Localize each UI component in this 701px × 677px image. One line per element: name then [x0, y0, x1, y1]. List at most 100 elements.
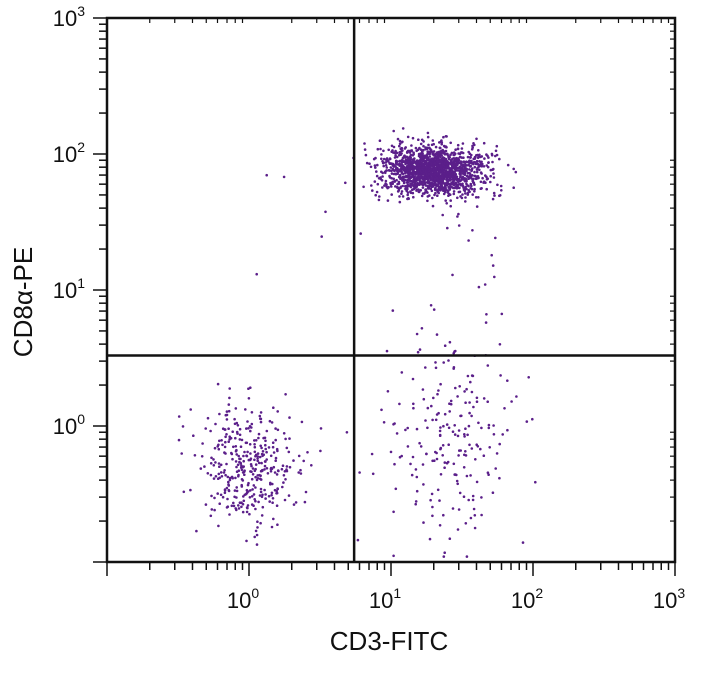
data-point — [475, 137, 478, 141]
data-point — [371, 472, 375, 476]
data-point — [491, 160, 494, 164]
data-point — [420, 194, 424, 198]
data-point — [457, 158, 461, 162]
data-point — [442, 555, 446, 558]
data-point — [235, 470, 239, 474]
data-point — [417, 159, 421, 163]
data-point — [415, 176, 419, 179]
data-point — [462, 186, 465, 189]
data-point — [345, 431, 349, 434]
data-point — [406, 183, 410, 187]
data-point — [249, 429, 252, 433]
data-point — [256, 477, 260, 480]
data-point — [421, 175, 424, 179]
data-point — [458, 491, 462, 495]
data-point — [209, 462, 213, 465]
data-point — [269, 470, 273, 473]
data-point — [471, 167, 474, 170]
data-point — [456, 196, 459, 200]
data-point — [415, 475, 419, 479]
x-tick-label-exponent: 1 — [393, 585, 401, 601]
data-point — [454, 169, 458, 172]
data-point — [259, 487, 263, 491]
x-axis-title: CD3-FITC — [330, 626, 448, 656]
data-point — [370, 452, 374, 456]
data-point — [440, 159, 443, 163]
data-point — [397, 153, 401, 157]
data-point — [385, 158, 388, 161]
data-point — [448, 340, 452, 344]
data-point — [299, 472, 303, 475]
data-point — [251, 467, 255, 470]
data-point — [380, 170, 383, 174]
data-point — [453, 433, 457, 436]
data-point — [454, 181, 458, 185]
data-point — [514, 170, 518, 174]
data-point — [227, 440, 230, 444]
data-point — [475, 480, 479, 484]
data-point — [226, 475, 230, 479]
data-point — [201, 442, 204, 445]
data-point — [434, 186, 437, 190]
data-point — [426, 179, 430, 182]
data-point — [457, 454, 460, 457]
data-point — [225, 433, 228, 436]
data-point — [474, 196, 478, 199]
data-point — [484, 181, 487, 184]
data-point — [267, 494, 271, 498]
x-tick-label-base: 10 — [511, 588, 535, 613]
data-point — [210, 508, 214, 511]
data-point — [241, 471, 245, 474]
data-point — [468, 168, 471, 171]
data-point — [435, 151, 439, 154]
data-point — [489, 168, 493, 172]
data-point — [244, 441, 248, 445]
data-point — [423, 159, 427, 163]
data-point — [371, 189, 374, 192]
data-point — [456, 434, 460, 438]
data-point — [384, 164, 388, 167]
data-point — [470, 159, 473, 163]
data-point — [364, 153, 368, 157]
data-point — [254, 529, 258, 533]
data-point — [393, 462, 396, 466]
data-point — [262, 453, 266, 457]
data-point — [425, 171, 429, 175]
y-tick-label-exponent: 2 — [77, 139, 85, 155]
data-point — [250, 495, 254, 498]
data-point — [292, 459, 295, 462]
data-point — [442, 157, 446, 160]
data-point — [411, 159, 415, 163]
data-point — [424, 181, 427, 184]
data-point — [254, 486, 257, 489]
data-point — [243, 473, 246, 477]
data-point — [408, 168, 412, 172]
data-point — [222, 471, 226, 474]
data-point — [432, 308, 436, 311]
data-point — [470, 414, 473, 418]
data-point — [438, 155, 441, 158]
data-point — [381, 175, 384, 178]
data-point — [499, 374, 502, 377]
data-point — [418, 182, 422, 186]
data-point — [300, 420, 304, 424]
data-point — [466, 164, 470, 167]
data-point — [319, 427, 323, 430]
data-point — [344, 181, 347, 185]
data-point — [404, 187, 407, 191]
data-point — [271, 482, 274, 486]
data-point — [471, 494, 475, 498]
data-point — [421, 463, 425, 466]
data-point — [469, 182, 473, 186]
data-point — [228, 476, 232, 480]
data-point — [477, 196, 480, 199]
data-point — [440, 174, 444, 177]
data-point — [221, 443, 224, 447]
data-point — [415, 160, 419, 163]
data-point — [221, 495, 225, 499]
data-point — [479, 447, 482, 451]
data-point — [270, 421, 274, 424]
data-point — [213, 446, 217, 450]
data-point — [477, 149, 480, 152]
